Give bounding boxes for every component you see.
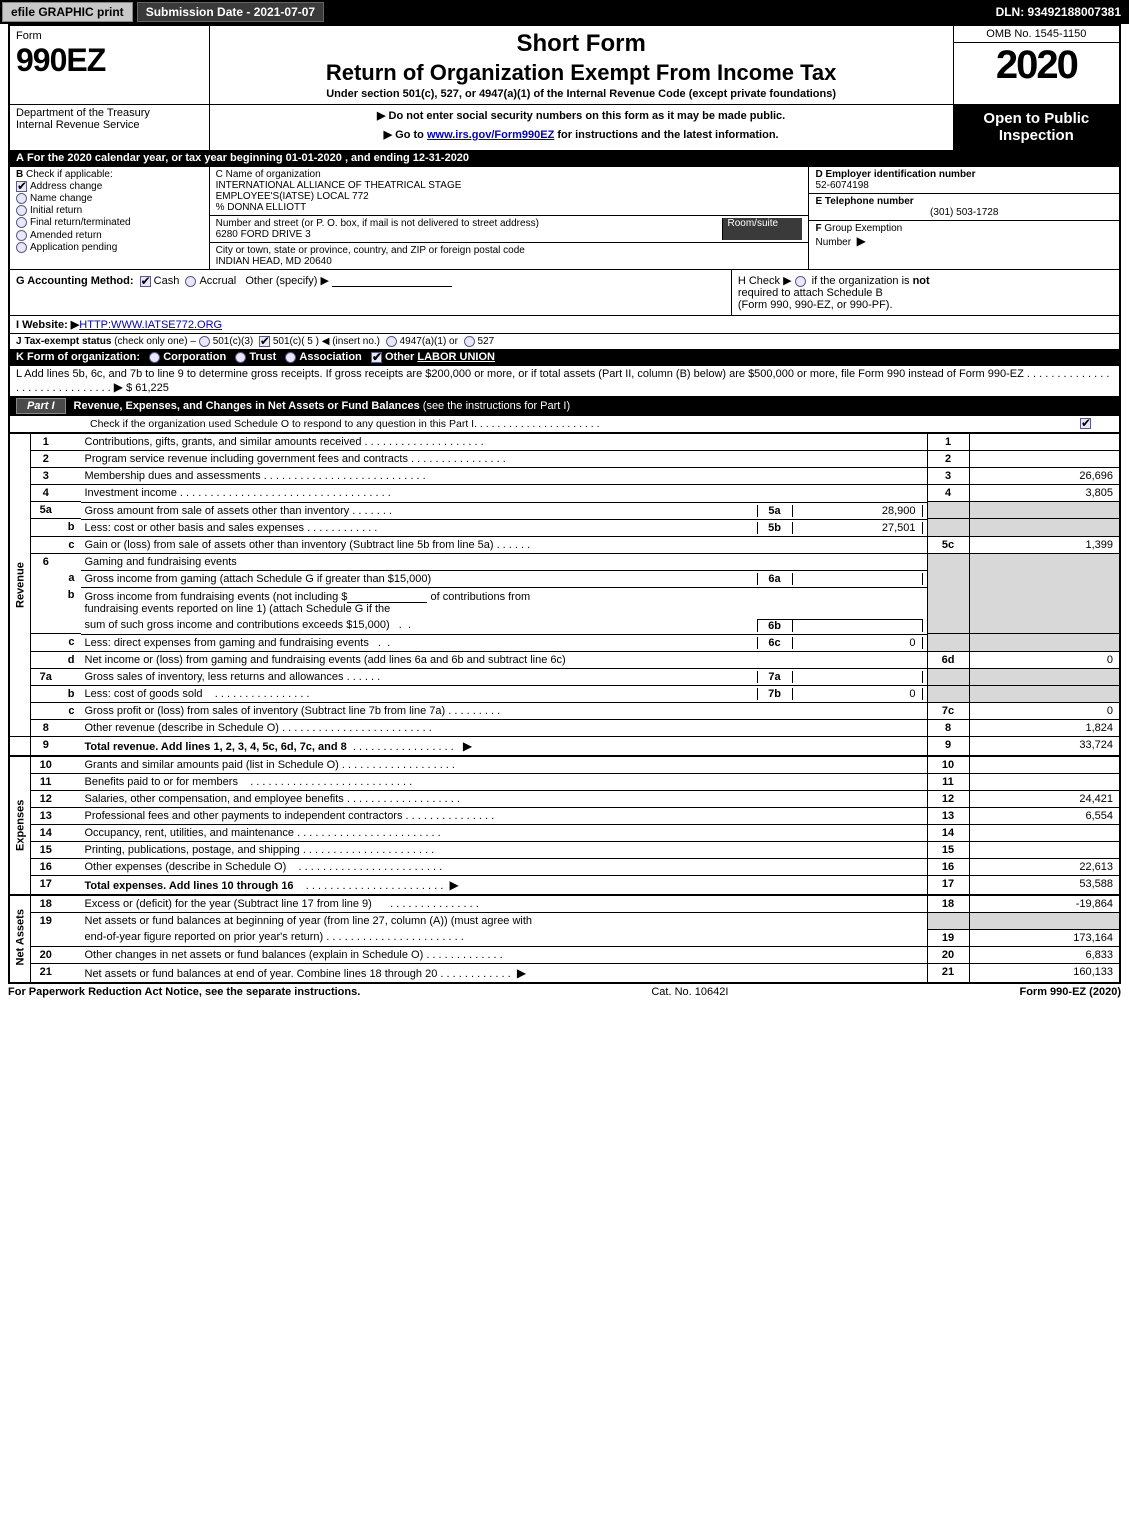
group-exemption-label: Group Exemption [824,223,902,234]
part-1-sub: Check if the organization used Schedule … [10,416,1119,433]
header-row-2: Department of the Treasury Internal Reve… [10,104,1119,150]
box-b: B Check if applicable: Address change Na… [10,167,210,269]
other-specify-input[interactable] [332,274,452,287]
dln-label: DLN: 93492188007381 [996,5,1129,19]
instructions-block: ▶ Do not enter social security numbers o… [210,105,953,150]
catalog-number: Cat. No. 10642I [651,986,728,998]
form-number-block: Form 990EZ [10,26,210,104]
omb-number: OMB No. 1545-1150 [954,26,1119,43]
title-block: Short Form Return of Organization Exempt… [210,26,953,104]
radio-initial-return[interactable] [16,205,27,216]
accounting-method: G Accounting Method: Cash Accrual Other … [10,270,731,315]
website-link[interactable]: HTTP:WWW.IATSE772.ORG [79,319,222,331]
fundraising-amount-input[interactable] [347,590,427,603]
row-k: K Form of organization: Corporation Trus… [10,349,1119,365]
header-row-1: Form 990EZ Short Form Return of Organiza… [10,26,1119,104]
row-gh: G Accounting Method: Cash Accrual Other … [10,269,1119,315]
footer: For Paperwork Reduction Act Notice, see … [0,984,1129,1000]
part-1-label: Part I [16,398,66,414]
radio-amended-return[interactable] [16,230,27,241]
phone-value: (301) 503-1728 [815,207,1113,218]
line-a: A For the 2020 calendar year, or tax yea… [10,150,1119,166]
form-word: Form [16,30,203,42]
checkbox-other-org[interactable] [371,352,382,363]
room-suite-label: Room/suite [722,218,802,240]
org-name-1: INTERNATIONAL ALLIANCE OF THEATRICAL STA… [216,180,803,191]
radio-name-change[interactable] [16,193,27,204]
checkbox-cash[interactable] [140,276,151,287]
checkbox-501c[interactable] [259,336,270,347]
radio-527[interactable] [464,336,475,347]
radio-corporation[interactable] [149,352,160,363]
checkbox-schedule-o[interactable] [1080,418,1091,429]
radio-schedule-b[interactable] [795,276,806,287]
box-def: D Employer identification number 52-6074… [808,167,1119,269]
row-j: J Tax-exempt status (check only one) – 5… [10,333,1119,349]
form-ref: Form 990-EZ (2020) [1019,986,1121,998]
group-exemption-number-label: Number [815,237,851,248]
street-value: 6280 FORD DRIVE 3 [216,229,723,240]
ssn-warning: ▶ Do not enter social security numbers o… [214,109,949,122]
other-org-value: LABOR UNION [417,351,495,363]
radio-association[interactable] [285,352,296,363]
checkbox-address-change[interactable] [16,181,27,192]
row-i: I Website: ▶HTTP:WWW.IATSE772.ORG [10,315,1119,333]
lines-table: Revenue 1Contributions, gifts, grants, a… [10,433,1119,982]
efile-print-button[interactable]: efile GRAPHIC print [2,2,133,22]
return-title: Return of Organization Exempt From Incom… [218,60,945,86]
form-container: Form 990EZ Short Form Return of Organiza… [8,24,1121,984]
box-h: H Check ▶ if the organization is not req… [731,270,1119,315]
irs-link[interactable]: www.irs.gov/Form990EZ [427,129,554,141]
ein-label: D Employer identification number [815,169,975,180]
tax-year: 2020 [954,43,1119,88]
form-number: 990EZ [16,42,203,79]
city-label: City or town, state or province, country… [216,245,803,256]
dept-treasury: Department of the Treasury [16,107,203,119]
box-c: C Name of organization INTERNATIONAL ALL… [210,167,809,269]
city-value: INDIAN HEAD, MD 20640 [216,256,803,267]
part-1-header: Part I Revenue, Expenses, and Changes in… [10,396,1119,416]
ein-value: 52-6074198 [815,180,868,191]
radio-trust[interactable] [235,352,246,363]
care-of: % DONNA ELLIOTT [216,202,803,213]
phone-label: E Telephone number [815,196,913,207]
toolbar: efile GRAPHIC print Submission Date - 20… [0,0,1129,24]
year-block: OMB No. 1545-1150 2020 [953,26,1119,104]
otp-block: Open to Public Inspection [953,105,1119,150]
under-section-text: Under section 501(c), 527, or 4947(a)(1)… [218,88,945,100]
open-to-public: Open to Public Inspection [954,105,1119,150]
short-form-title: Short Form [218,30,945,58]
row-l: L Add lines 5b, 6c, and 7b to line 9 to … [10,365,1119,396]
radio-accrual[interactable] [185,276,196,287]
org-name-2: EMPLOYEE'S(IATSE) LOCAL 772 [216,191,803,202]
expenses-sidebar: Expenses [10,756,31,895]
gross-receipts-amount: $ 61,225 [126,382,169,394]
radio-final-return[interactable] [16,217,27,228]
name-label: C Name of organization [216,169,803,180]
revenue-sidebar: Revenue [10,434,31,737]
submission-date-button[interactable]: Submission Date - 2021-07-07 [137,2,324,22]
radio-application-pending[interactable] [16,242,27,253]
net-assets-sidebar: Net Assets [10,895,31,982]
goto-line: ▶ Go to www.irs.gov/Form990EZ for instru… [214,128,949,141]
radio-501c3[interactable] [199,336,210,347]
paperwork-notice: For Paperwork Reduction Act Notice, see … [8,986,360,998]
radio-4947[interactable] [386,336,397,347]
dept-irs: Internal Revenue Service [16,119,203,131]
street-label: Number and street (or P. O. box, if mail… [216,218,723,229]
info-block: B Check if applicable: Address change Na… [10,166,1119,269]
department-block: Department of the Treasury Internal Reve… [10,105,210,150]
